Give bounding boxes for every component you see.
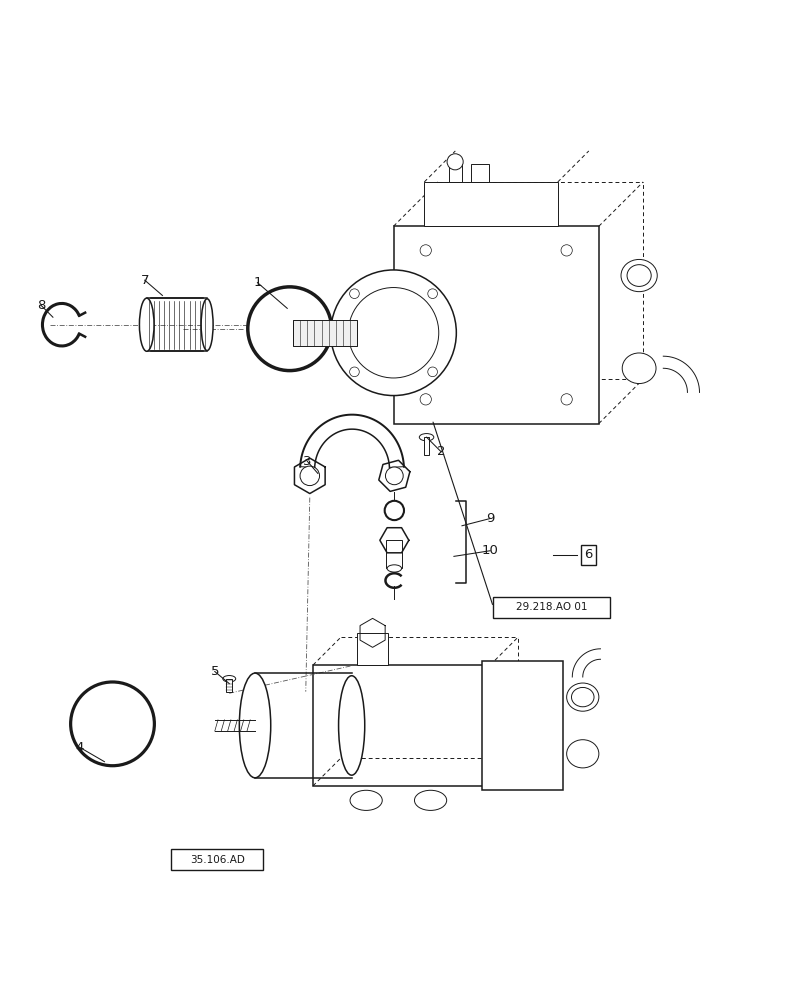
- Ellipse shape: [239, 673, 271, 778]
- Ellipse shape: [350, 790, 382, 810]
- Bar: [357, 633, 388, 665]
- Circle shape: [348, 288, 439, 378]
- Ellipse shape: [415, 790, 447, 810]
- Bar: [482, 661, 562, 790]
- Text: 5: 5: [211, 665, 219, 678]
- Bar: [424, 437, 429, 455]
- Text: 29.218.AO 01: 29.218.AO 01: [516, 602, 587, 612]
- Ellipse shape: [627, 265, 651, 286]
- Ellipse shape: [622, 353, 656, 384]
- Circle shape: [561, 245, 572, 256]
- Text: 10: 10: [482, 544, 499, 557]
- Ellipse shape: [419, 434, 434, 441]
- Ellipse shape: [566, 683, 599, 711]
- Circle shape: [561, 394, 572, 405]
- Text: 6: 6: [584, 548, 592, 561]
- Bar: [386, 540, 402, 568]
- Text: 9: 9: [486, 512, 494, 525]
- Text: 7: 7: [141, 274, 149, 287]
- Circle shape: [427, 367, 437, 377]
- Bar: [170, 849, 263, 870]
- Circle shape: [447, 154, 463, 170]
- Bar: [393, 226, 599, 424]
- Bar: [424, 182, 558, 226]
- Text: 4: 4: [75, 741, 84, 754]
- Bar: [226, 679, 233, 692]
- Circle shape: [420, 245, 431, 256]
- Circle shape: [300, 466, 319, 486]
- Ellipse shape: [201, 299, 213, 351]
- Circle shape: [350, 289, 360, 299]
- Circle shape: [385, 467, 403, 485]
- Bar: [493, 597, 610, 618]
- Circle shape: [248, 287, 331, 371]
- Circle shape: [427, 289, 437, 299]
- Ellipse shape: [140, 298, 154, 351]
- Circle shape: [385, 501, 404, 520]
- Bar: [292, 320, 357, 346]
- Ellipse shape: [571, 687, 594, 707]
- Circle shape: [70, 682, 154, 766]
- Bar: [471, 164, 489, 182]
- Text: 2: 2: [437, 445, 445, 458]
- Text: 8: 8: [36, 299, 45, 312]
- Ellipse shape: [566, 740, 599, 768]
- Bar: [448, 162, 461, 182]
- Circle shape: [420, 394, 431, 405]
- Circle shape: [330, 270, 457, 396]
- Bar: [313, 665, 490, 786]
- Text: 1: 1: [253, 276, 262, 289]
- Ellipse shape: [387, 565, 402, 572]
- Ellipse shape: [621, 259, 657, 292]
- Ellipse shape: [339, 676, 364, 775]
- Text: 35.106.AD: 35.106.AD: [190, 855, 245, 865]
- Circle shape: [350, 367, 360, 377]
- Text: 3: 3: [303, 455, 312, 468]
- Ellipse shape: [223, 676, 236, 682]
